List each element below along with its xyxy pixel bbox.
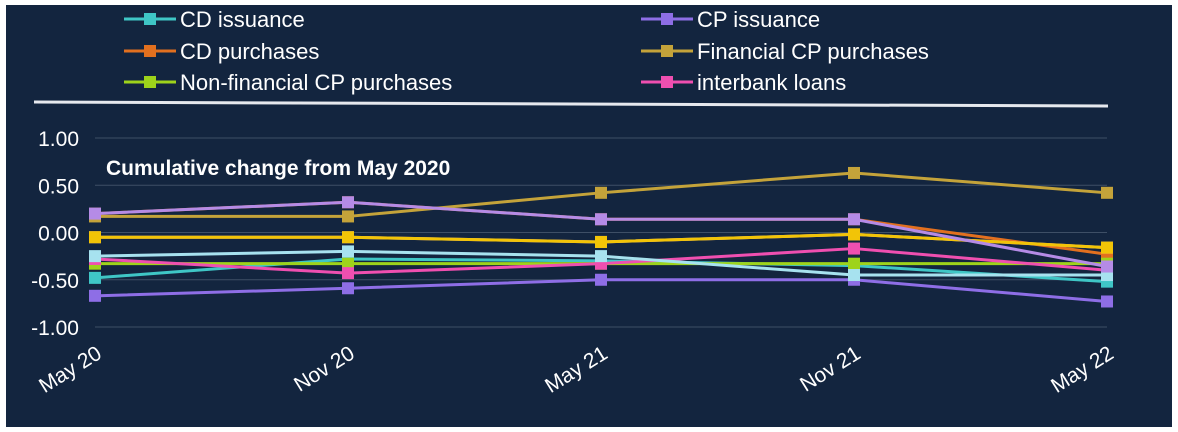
legend-swatch-marker xyxy=(661,45,673,57)
data-point xyxy=(848,257,860,270)
x-tick-label: Nov 20 xyxy=(290,342,359,397)
legend-label: Non-financial CP purchases xyxy=(180,70,452,95)
data-point xyxy=(595,235,607,248)
x-tick-label: Nov 21 xyxy=(796,342,865,397)
chart-annotation: Cumulative change from May 2020 xyxy=(106,157,450,180)
legend-swatch-marker xyxy=(144,45,156,57)
series xyxy=(89,228,1113,254)
x-tick-label: May 20 xyxy=(35,342,106,398)
legend: CD issuance CP issuance CD purchases Financ… xyxy=(124,7,929,95)
legend-item: CD issuance xyxy=(124,7,305,32)
data-point xyxy=(848,242,860,255)
data-point xyxy=(595,250,607,263)
y-tick-label: -1.00 xyxy=(31,317,79,340)
data-point xyxy=(89,250,101,263)
legend-label: interbank loans xyxy=(697,70,846,95)
series-group xyxy=(89,166,1113,308)
series xyxy=(89,245,1113,282)
y-tick-label: 0.00 xyxy=(38,223,79,246)
x-tick-label: May 21 xyxy=(541,342,612,398)
data-point xyxy=(342,257,354,270)
data-point xyxy=(342,196,354,209)
legend-label: Financial CP purchases xyxy=(697,39,929,64)
legend-label: CP issuance xyxy=(697,7,820,32)
chart: CD issuance CP issuance CD purchases Financ… xyxy=(6,5,1172,427)
y-axis-ticks: 1.00 0.50 0.00 -0.50 -1.00 xyxy=(31,128,79,340)
y-tick-label: 0.50 xyxy=(38,175,79,198)
data-point xyxy=(1101,295,1113,308)
legend-swatch-marker xyxy=(144,76,156,88)
y-tick-label: -0.50 xyxy=(31,270,79,293)
legend-item: Financial CP purchases xyxy=(641,39,929,64)
data-point xyxy=(848,213,860,226)
gridlines xyxy=(95,137,1107,328)
legend-swatch-marker xyxy=(144,13,156,25)
y-tick-label: 1.00 xyxy=(38,128,79,151)
data-point xyxy=(342,210,354,223)
legend-item: interbank loans xyxy=(641,70,846,95)
data-point xyxy=(848,166,860,179)
x-tick-label: May 22 xyxy=(1047,342,1118,398)
legend-label: CD issuance xyxy=(180,7,305,32)
series xyxy=(89,273,1113,308)
data-point xyxy=(848,228,860,241)
data-point xyxy=(1101,186,1113,199)
data-point xyxy=(342,267,354,280)
legend-item: Non-financial CP purchases xyxy=(124,70,452,95)
x-axis-ticks: May 20 Nov 20 May 21 Nov 21 May 22 xyxy=(35,342,1118,398)
data-point xyxy=(595,273,607,286)
data-point xyxy=(595,186,607,199)
legend-label: CD purchases xyxy=(180,39,319,64)
data-point xyxy=(89,231,101,244)
data-point xyxy=(1101,241,1113,254)
legend-item: CD purchases xyxy=(124,39,319,64)
legend-item: CP issuance xyxy=(641,7,820,32)
legend-swatch-marker xyxy=(661,13,673,25)
data-point xyxy=(342,231,354,244)
data-point xyxy=(342,282,354,295)
legend-swatch-marker xyxy=(661,76,673,88)
chart-svg: CD issuance CP issuance CD purchases Financ… xyxy=(31,7,1118,398)
series xyxy=(89,196,1113,273)
data-point xyxy=(342,245,354,258)
data-point xyxy=(1101,260,1113,273)
data-point xyxy=(848,269,860,282)
data-point xyxy=(1101,248,1113,261)
data-point xyxy=(595,213,607,226)
legend-divider xyxy=(33,100,1109,108)
data-point xyxy=(89,289,101,302)
data-point xyxy=(89,207,101,220)
data-point xyxy=(89,271,101,284)
